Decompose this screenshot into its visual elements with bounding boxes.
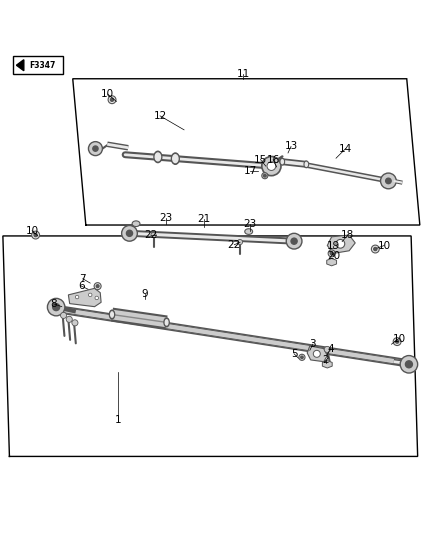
Circle shape bbox=[88, 142, 102, 156]
Circle shape bbox=[60, 312, 67, 318]
Circle shape bbox=[406, 361, 413, 368]
Circle shape bbox=[88, 293, 92, 297]
Circle shape bbox=[66, 316, 72, 322]
Ellipse shape bbox=[305, 163, 307, 166]
Circle shape bbox=[381, 173, 396, 189]
Circle shape bbox=[336, 239, 345, 248]
Text: 22: 22 bbox=[145, 230, 158, 240]
Text: 6: 6 bbox=[78, 281, 85, 291]
Circle shape bbox=[127, 230, 133, 236]
Text: 23: 23 bbox=[243, 219, 256, 229]
Text: F3347: F3347 bbox=[29, 61, 56, 70]
Circle shape bbox=[32, 231, 39, 239]
Text: 12: 12 bbox=[153, 111, 167, 121]
Circle shape bbox=[374, 247, 377, 251]
Text: 16: 16 bbox=[266, 155, 280, 165]
Text: 7: 7 bbox=[79, 274, 86, 284]
Text: 9: 9 bbox=[141, 288, 148, 298]
Circle shape bbox=[299, 354, 305, 360]
FancyBboxPatch shape bbox=[13, 56, 63, 75]
Circle shape bbox=[324, 346, 330, 352]
Circle shape bbox=[275, 158, 279, 163]
Polygon shape bbox=[322, 361, 332, 368]
Circle shape bbox=[262, 157, 281, 176]
Circle shape bbox=[301, 356, 303, 359]
Circle shape bbox=[400, 356, 418, 373]
Text: 10: 10 bbox=[378, 240, 391, 251]
Text: 8: 8 bbox=[50, 298, 57, 309]
Text: 13: 13 bbox=[284, 141, 298, 151]
Ellipse shape bbox=[304, 161, 308, 167]
Polygon shape bbox=[16, 60, 24, 71]
Text: 21: 21 bbox=[197, 214, 210, 224]
Text: 14: 14 bbox=[339, 143, 352, 154]
Circle shape bbox=[286, 233, 302, 249]
Ellipse shape bbox=[132, 221, 140, 227]
Ellipse shape bbox=[111, 312, 113, 317]
Text: 3: 3 bbox=[310, 339, 316, 349]
Ellipse shape bbox=[280, 158, 285, 165]
Text: 20: 20 bbox=[327, 251, 340, 261]
Circle shape bbox=[94, 282, 101, 289]
Text: 4: 4 bbox=[327, 344, 334, 353]
Circle shape bbox=[96, 285, 99, 287]
Ellipse shape bbox=[173, 155, 178, 163]
Ellipse shape bbox=[155, 153, 160, 161]
Circle shape bbox=[47, 298, 65, 316]
Text: 22: 22 bbox=[228, 240, 241, 249]
Ellipse shape bbox=[281, 160, 283, 164]
Text: 18: 18 bbox=[341, 230, 354, 240]
Circle shape bbox=[264, 174, 266, 177]
Ellipse shape bbox=[171, 153, 179, 164]
Text: 5: 5 bbox=[291, 349, 297, 359]
Circle shape bbox=[313, 350, 320, 357]
Circle shape bbox=[291, 238, 297, 244]
Circle shape bbox=[396, 340, 399, 343]
Circle shape bbox=[93, 146, 98, 151]
Text: 15: 15 bbox=[254, 155, 267, 165]
Text: 17: 17 bbox=[244, 166, 257, 176]
Circle shape bbox=[237, 239, 243, 245]
Circle shape bbox=[151, 232, 156, 238]
Ellipse shape bbox=[245, 229, 253, 235]
Text: 19: 19 bbox=[327, 240, 340, 251]
Circle shape bbox=[108, 96, 116, 103]
Circle shape bbox=[53, 304, 60, 311]
Circle shape bbox=[75, 295, 79, 299]
Text: 10: 10 bbox=[101, 89, 114, 99]
Circle shape bbox=[262, 173, 268, 179]
Text: 1: 1 bbox=[114, 415, 121, 425]
Circle shape bbox=[330, 252, 333, 255]
Polygon shape bbox=[68, 288, 101, 306]
Ellipse shape bbox=[110, 310, 115, 319]
Circle shape bbox=[393, 338, 401, 345]
Ellipse shape bbox=[165, 320, 168, 325]
Ellipse shape bbox=[164, 318, 169, 327]
Circle shape bbox=[267, 161, 276, 171]
Polygon shape bbox=[327, 235, 355, 253]
Circle shape bbox=[34, 233, 37, 237]
Circle shape bbox=[72, 320, 78, 326]
Circle shape bbox=[328, 250, 335, 257]
Text: 11: 11 bbox=[237, 69, 250, 79]
Polygon shape bbox=[307, 346, 327, 362]
Circle shape bbox=[95, 296, 99, 300]
Polygon shape bbox=[327, 259, 336, 266]
Text: 23: 23 bbox=[159, 214, 173, 223]
Text: 10: 10 bbox=[392, 334, 406, 344]
Text: 10: 10 bbox=[25, 225, 39, 236]
Circle shape bbox=[122, 225, 138, 241]
Ellipse shape bbox=[154, 151, 162, 163]
Text: 2: 2 bbox=[323, 356, 329, 365]
Circle shape bbox=[110, 98, 113, 101]
Circle shape bbox=[385, 178, 391, 184]
Circle shape bbox=[371, 245, 379, 253]
